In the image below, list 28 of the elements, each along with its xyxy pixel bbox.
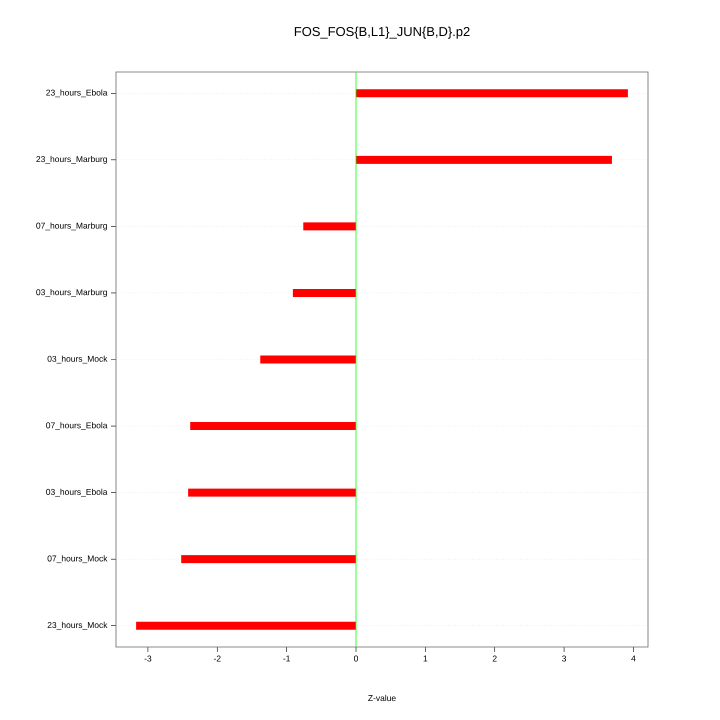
x-tick-label: -3 <box>144 656 152 662</box>
bar <box>356 89 628 98</box>
y-tick-label: 07_hours_Ebola <box>46 422 108 430</box>
x-tick-label: -1 <box>283 656 290 662</box>
y-tick-label: 07_hours_Marburg <box>36 222 107 230</box>
chart-title: FOS_FOS{B,L1}_JUN{B,D}.p2 <box>294 26 470 39</box>
y-tick-label: 03_hours_Marburg <box>36 289 107 297</box>
y-tick-label: 23_hours_Marburg <box>36 156 107 164</box>
y-tick-label: 03_hours_Mock <box>48 356 108 364</box>
bar <box>356 156 612 164</box>
bar <box>292 288 356 297</box>
x-tick-label: 3 <box>562 656 566 662</box>
bar <box>190 422 356 430</box>
x-tick-label: 2 <box>492 656 497 662</box>
x-axis-title: Z-value <box>368 694 396 702</box>
x-tick-label: 4 <box>631 656 636 662</box>
x-tick-label: 1 <box>424 656 428 662</box>
bar <box>188 488 356 497</box>
y-tick-label: 23_hours_Ebola <box>46 89 108 98</box>
y-tick-label: 23_hours_Mock <box>48 622 108 630</box>
y-tick-label: 03_hours_Ebola <box>46 488 108 497</box>
y-tick-label: 07_hours_Mock <box>48 555 108 564</box>
bar <box>260 356 356 364</box>
bar <box>181 555 356 564</box>
bar <box>136 622 356 630</box>
bar <box>303 222 356 230</box>
x-tick-label: 0 <box>354 656 358 662</box>
x-tick-label: -2 <box>214 656 221 662</box>
